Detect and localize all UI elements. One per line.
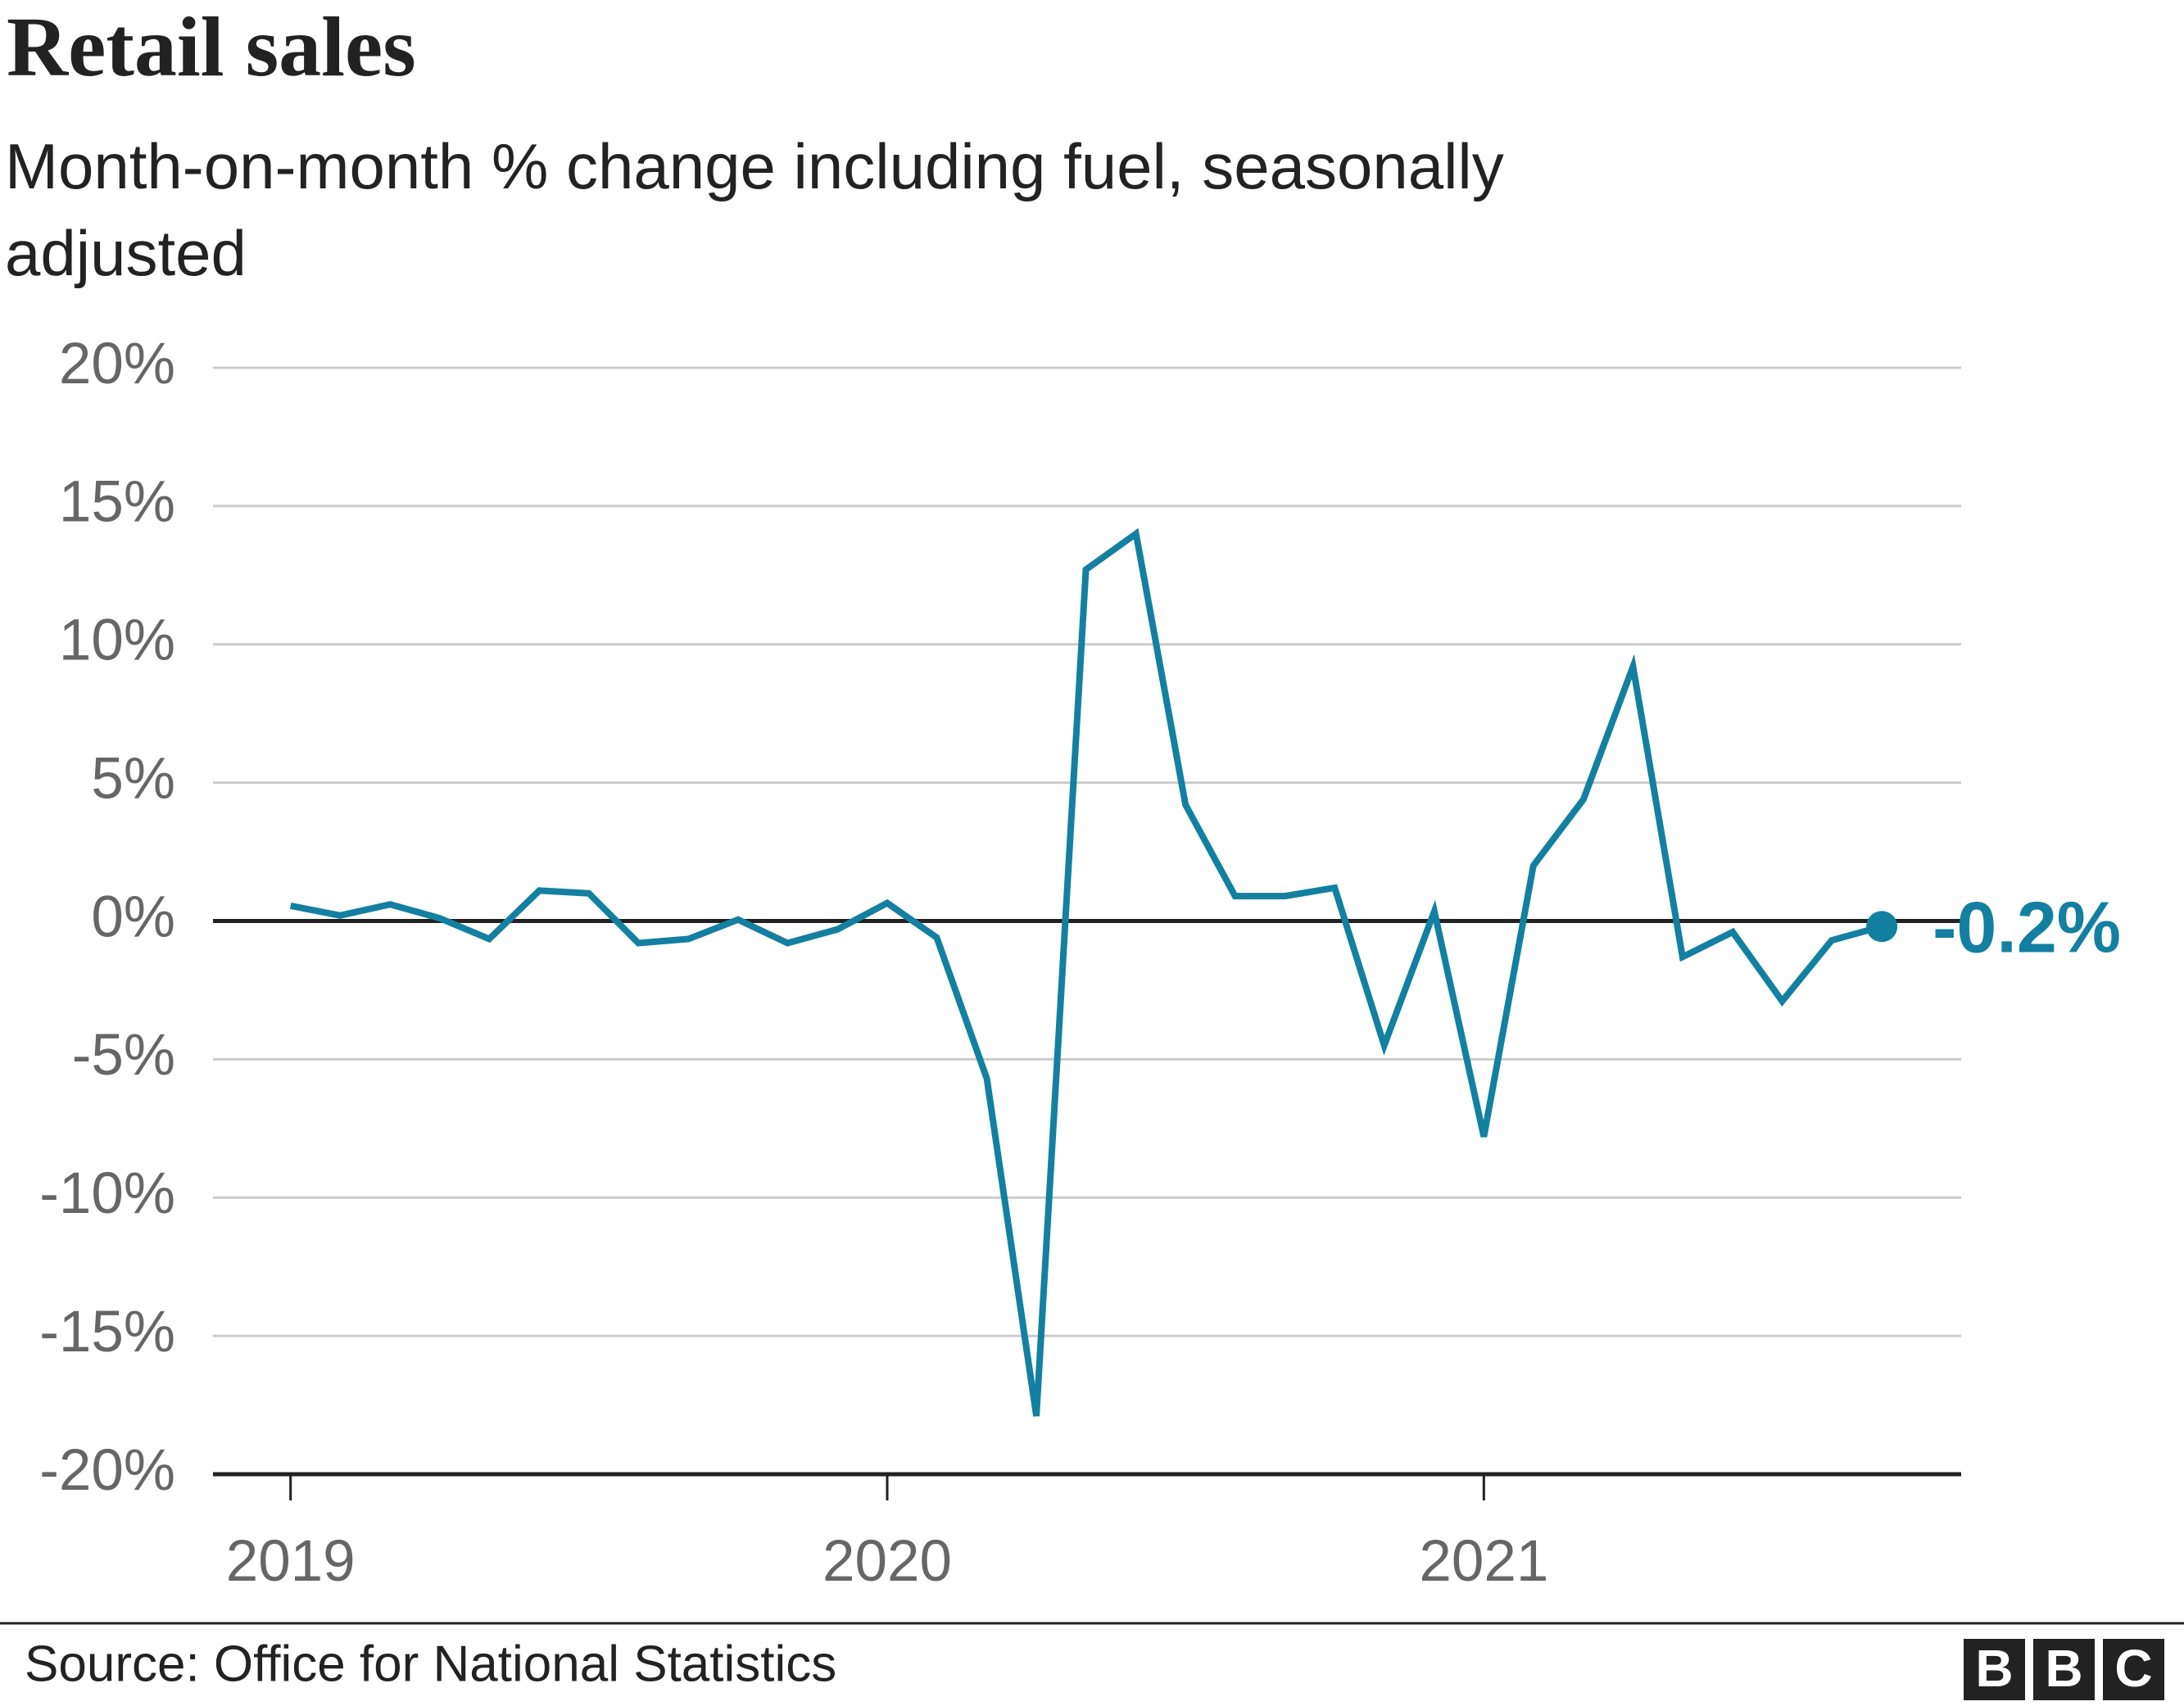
line bbox=[289, 527, 1883, 1417]
logo-letter: C bbox=[2114, 1639, 2152, 1698]
x-tick-label: 2019 bbox=[226, 1529, 356, 1594]
y-tick-label: -5% bbox=[72, 1023, 175, 1088]
logo-letter: B bbox=[1975, 1639, 2013, 1698]
end-point bbox=[1866, 911, 1898, 943]
y-tick-label: 20% bbox=[59, 332, 175, 396]
y-tick-label: -20% bbox=[39, 1438, 175, 1503]
y-tick-label: 10% bbox=[59, 609, 175, 673]
y-tick-label: -15% bbox=[39, 1300, 175, 1364]
y-tick-label: 0% bbox=[91, 885, 175, 949]
source: Source: Office for National Statistics bbox=[25, 1636, 836, 1692]
logo-letter: B bbox=[2045, 1639, 2082, 1698]
y-tick-label: -10% bbox=[39, 1161, 175, 1226]
logo-box bbox=[2033, 1639, 2095, 1700]
logo-box bbox=[1964, 1639, 2025, 1700]
chart-subtitle: Month-on-month % change including fuel, … bbox=[5, 130, 1504, 289]
x-tick-label: 2021 bbox=[1419, 1529, 1548, 1594]
logo-box bbox=[2103, 1639, 2164, 1700]
subtitle-box: Month-on-month % change including fuel, … bbox=[5, 130, 1504, 289]
chart-title: Retail sales bbox=[7, 0, 416, 94]
y-tick-label: 15% bbox=[59, 470, 175, 535]
x-tick-label: 2020 bbox=[822, 1529, 952, 1594]
y-tick-label: 5% bbox=[91, 746, 175, 811]
value-label: -0.2% bbox=[1933, 887, 2121, 968]
